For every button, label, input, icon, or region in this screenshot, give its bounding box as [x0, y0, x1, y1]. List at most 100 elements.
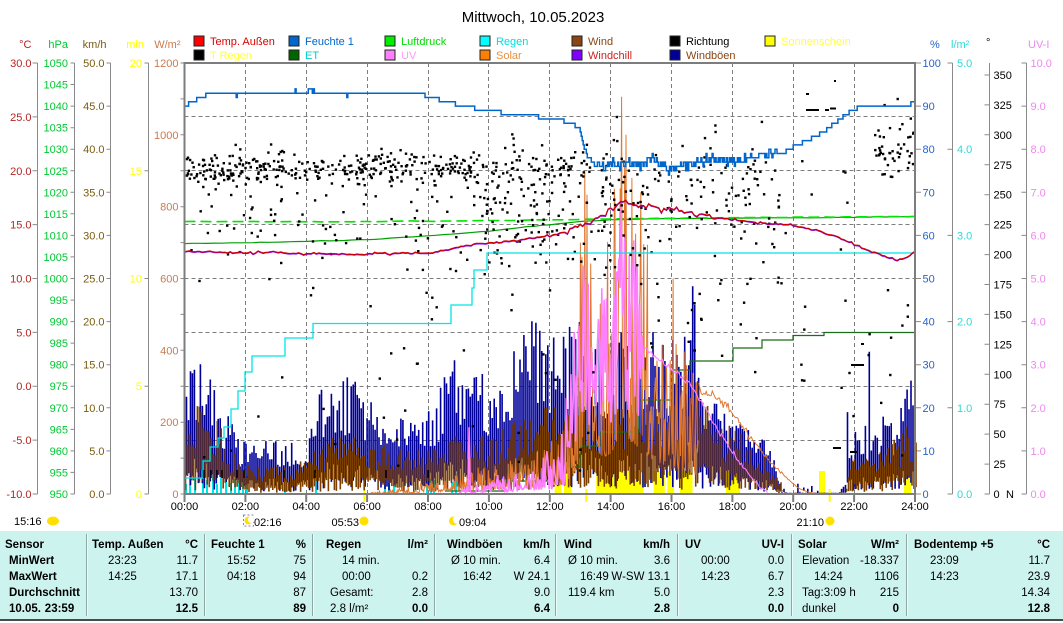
svg-text:10:00: 10:00	[475, 501, 503, 513]
svg-text:985: 985	[50, 338, 68, 350]
svg-text:2.0: 2.0	[957, 317, 972, 329]
svg-text:20: 20	[130, 58, 142, 70]
svg-text:325: 325	[994, 100, 1012, 112]
svg-text:1015: 1015	[44, 209, 68, 221]
svg-text:995: 995	[50, 295, 68, 307]
svg-text:400: 400	[160, 345, 178, 357]
svg-text:24:00: 24:00	[901, 501, 929, 513]
svg-text:Windböen: Windböen	[686, 50, 736, 62]
svg-text:20: 20	[923, 403, 935, 415]
svg-text:200: 200	[994, 250, 1012, 262]
svg-text:Solar: Solar	[496, 50, 522, 62]
svg-text:5.0: 5.0	[16, 327, 31, 339]
svg-text:125: 125	[994, 339, 1012, 351]
svg-text:00:00: 00:00	[171, 501, 199, 513]
svg-text:5.0: 5.0	[957, 58, 972, 70]
svg-text:06:00: 06:00	[353, 501, 381, 513]
svg-text:km/h: km/h	[83, 39, 107, 51]
svg-text:175: 175	[994, 280, 1012, 292]
svg-text:15.0: 15.0	[10, 220, 31, 232]
svg-text:15: 15	[130, 166, 142, 178]
svg-text:Feuchte 1: Feuchte 1	[305, 36, 354, 48]
svg-text:1020: 1020	[44, 187, 68, 199]
svg-text:1035: 1035	[44, 123, 68, 135]
svg-text:80: 80	[923, 144, 935, 156]
svg-text:08:00: 08:00	[414, 501, 442, 513]
svg-text:30: 30	[923, 360, 935, 372]
svg-text:2.0: 2.0	[1031, 403, 1046, 415]
svg-text:25.0: 25.0	[10, 112, 31, 124]
svg-text:UV: UV	[401, 50, 417, 62]
svg-text:Sonnenschein: Sonnenschein	[781, 36, 851, 48]
svg-text:275: 275	[994, 160, 1012, 172]
svg-text:-5.0: -5.0	[13, 435, 32, 447]
svg-text:0.0: 0.0	[89, 489, 104, 501]
svg-text:0: 0	[172, 489, 178, 501]
svg-text:30.0: 30.0	[10, 58, 31, 70]
svg-text:3.0: 3.0	[957, 230, 972, 242]
svg-text:7.0: 7.0	[1031, 187, 1046, 199]
svg-text:09:04: 09:04	[459, 517, 487, 529]
svg-text:50.0: 50.0	[83, 58, 104, 70]
svg-text:1010: 1010	[44, 230, 68, 242]
svg-text:5: 5	[136, 381, 142, 393]
svg-text:0: 0	[136, 489, 142, 501]
svg-text:9.0: 9.0	[1031, 101, 1046, 113]
svg-text:W/m²: W/m²	[154, 39, 181, 51]
svg-text:0.0: 0.0	[957, 489, 972, 501]
svg-text:10.0: 10.0	[83, 403, 104, 415]
svg-text:60: 60	[923, 230, 935, 242]
svg-text:18:00: 18:00	[719, 501, 747, 513]
svg-text:1200: 1200	[154, 58, 178, 70]
svg-text:6.0: 6.0	[1031, 230, 1046, 242]
svg-text:45.0: 45.0	[83, 101, 104, 113]
svg-text:l/m²: l/m²	[951, 39, 970, 51]
svg-text:300: 300	[994, 130, 1012, 142]
svg-text:1045: 1045	[44, 80, 68, 92]
svg-text:16:00: 16:00	[658, 501, 686, 513]
svg-text:10: 10	[923, 446, 935, 458]
svg-text:955: 955	[50, 467, 68, 479]
svg-text:°C: °C	[19, 39, 31, 51]
svg-text:1000: 1000	[154, 130, 178, 142]
svg-text:0: 0	[923, 489, 929, 501]
svg-text:50: 50	[923, 274, 935, 286]
svg-text:ET: ET	[305, 50, 319, 62]
svg-text:75: 75	[994, 399, 1006, 411]
svg-text:1025: 1025	[44, 166, 68, 178]
svg-text:250: 250	[994, 190, 1012, 202]
svg-text:980: 980	[50, 360, 68, 372]
svg-text:05:53: 05:53	[331, 517, 359, 529]
svg-text:1000: 1000	[44, 274, 68, 286]
svg-text:5.0: 5.0	[89, 446, 104, 458]
svg-text:100: 100	[923, 58, 941, 70]
svg-text:25: 25	[994, 459, 1006, 471]
svg-text:225: 225	[994, 220, 1012, 232]
svg-text:950: 950	[50, 489, 68, 501]
svg-text:3.0: 3.0	[1031, 360, 1046, 372]
svg-text:1.0: 1.0	[957, 403, 972, 415]
svg-text:70: 70	[923, 187, 935, 199]
svg-text:10.0: 10.0	[10, 274, 31, 286]
svg-text:100: 100	[994, 369, 1012, 381]
svg-text:Windchill: Windchill	[588, 50, 632, 62]
svg-text:25.0: 25.0	[83, 274, 104, 286]
svg-text:02:00: 02:00	[232, 501, 260, 513]
svg-text:15:16: 15:16	[14, 516, 42, 528]
svg-text:0.0: 0.0	[1031, 489, 1046, 501]
svg-text:12:00: 12:00	[536, 501, 564, 513]
svg-text:Regen: Regen	[496, 36, 528, 48]
svg-text:30.0: 30.0	[83, 230, 104, 242]
svg-text:0.0: 0.0	[16, 381, 31, 393]
svg-text:150: 150	[994, 309, 1012, 321]
svg-text:1050: 1050	[44, 58, 68, 70]
svg-text:14:00: 14:00	[597, 501, 625, 513]
svg-text:Temp. Außen: Temp. Außen	[210, 36, 275, 48]
svg-text:20.0: 20.0	[83, 317, 104, 329]
svg-text:02:16: 02:16	[254, 517, 282, 529]
svg-text:50: 50	[994, 429, 1006, 441]
svg-text:0: 0	[994, 489, 1000, 501]
svg-text:Richtung: Richtung	[686, 36, 729, 48]
svg-text:35.0: 35.0	[83, 187, 104, 199]
svg-text:1.0: 1.0	[1031, 446, 1046, 458]
